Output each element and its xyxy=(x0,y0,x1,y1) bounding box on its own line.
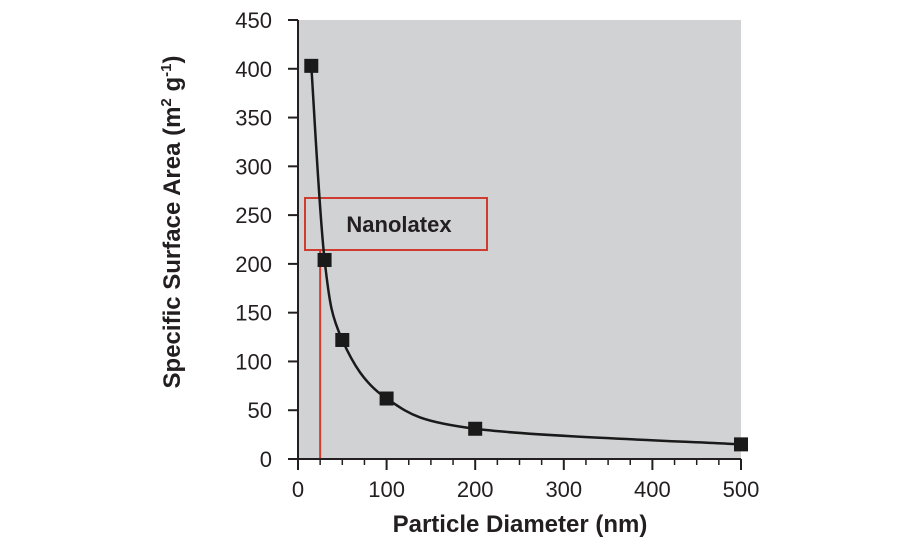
x-tick-label: 500 xyxy=(723,477,760,502)
y-tick-label: 100 xyxy=(235,349,272,374)
data-point xyxy=(379,391,394,406)
plot-area xyxy=(298,20,741,459)
x-tick-label: 200 xyxy=(457,477,494,502)
x-tick-label: 300 xyxy=(545,477,582,502)
y-axis-title-sup-2: -1 xyxy=(158,64,175,77)
data-point xyxy=(468,421,483,436)
y-axis-title-end: ) xyxy=(159,56,186,64)
y-tick-label: 300 xyxy=(235,154,272,179)
y-tick-label: 0 xyxy=(260,447,272,472)
nanolatex-label: Nanolatex xyxy=(346,212,452,237)
data-point xyxy=(734,437,748,452)
data-point xyxy=(304,58,319,73)
y-tick-label: 400 xyxy=(235,57,272,82)
x-tick-label: 400 xyxy=(634,477,671,502)
nanolatex-box xyxy=(304,197,488,251)
y-tick-label: 150 xyxy=(235,301,272,326)
data-point xyxy=(335,332,350,347)
y-axis-title-mid: g xyxy=(159,77,186,98)
y-axis-title-main: Specific Surface Area (m xyxy=(159,107,186,389)
ticks: 0 50 100 150 200 250 300 350 400 450 0 100 200 300 400… xyxy=(235,8,759,502)
data-point xyxy=(317,252,332,267)
x-tick-label: 100 xyxy=(368,477,405,502)
x-tick-label: 0 xyxy=(292,477,304,502)
y-tick-label: 350 xyxy=(235,106,272,131)
y-tick-label: 200 xyxy=(235,252,272,277)
x-axis-title: Particle Diameter (nm) xyxy=(393,511,648,538)
y-axis-title: Specific Surface Area (m2 g-1) xyxy=(158,56,186,389)
y-tick-label: 50 xyxy=(248,398,272,423)
y-tick-label: 250 xyxy=(235,203,272,228)
data-points xyxy=(304,58,748,452)
series-line xyxy=(310,65,742,446)
annotation-layer: Nanolatex xyxy=(304,197,488,459)
y-tick-label: 450 xyxy=(235,8,272,33)
y-axis-title-sup-1: 2 xyxy=(158,98,175,106)
